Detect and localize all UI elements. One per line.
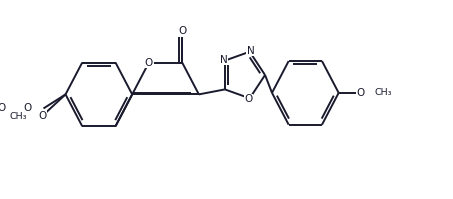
Text: N: N: [247, 46, 255, 56]
Text: O: O: [178, 26, 186, 36]
Text: O: O: [23, 103, 31, 113]
Text: O: O: [357, 88, 365, 98]
Text: N: N: [220, 55, 228, 65]
Text: O: O: [38, 111, 47, 121]
Text: O: O: [0, 103, 6, 113]
Text: O: O: [145, 58, 153, 68]
Text: CH₃: CH₃: [375, 88, 392, 97]
Text: CH₃: CH₃: [10, 112, 27, 121]
Text: O: O: [245, 94, 253, 104]
